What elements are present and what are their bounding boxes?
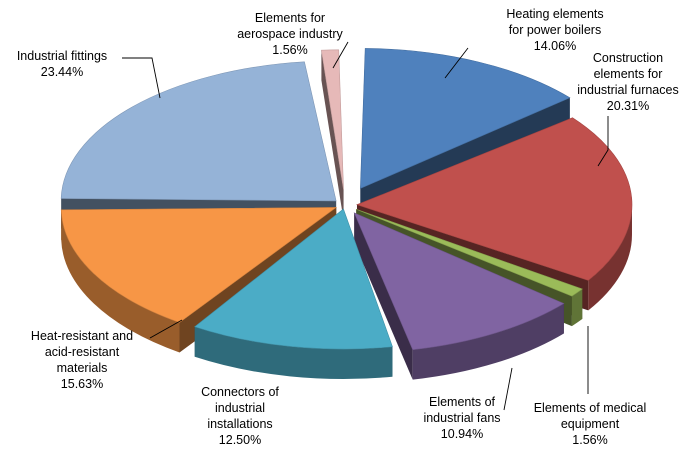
slice-top [60, 207, 338, 323]
slice-wall [354, 212, 413, 380]
slice-label: Connectors of industrial installations 12.5… [201, 385, 279, 447]
slice-label: Heat-resistant and acid-resistant material… [31, 329, 133, 391]
slice-top [353, 212, 565, 350]
slice-label-line: equipment [561, 417, 620, 431]
slice-label-line: Connectors of [201, 385, 279, 399]
slice-value-label: 1.56% [572, 433, 607, 447]
slice-top [360, 48, 571, 189]
slice-top [321, 49, 344, 190]
slice-label-line: industrial furnaces [577, 83, 678, 97]
slice-value-label: 1.56% [272, 43, 307, 57]
pie-slice [60, 61, 337, 231]
leader-line [122, 57, 161, 99]
slice-value-label: 23.44% [41, 65, 83, 79]
slice-label: Elements of industrial fans 10.94% [423, 395, 500, 441]
slice-label-line: aerospace industry [237, 27, 343, 41]
slice-value-label: 14.06% [534, 39, 576, 53]
pie-slice [194, 208, 393, 379]
slice-label-line: Industrial fittings [17, 49, 107, 63]
slice-label-line: industrial fans [423, 411, 500, 425]
slice-value-label: 12.50% [219, 433, 261, 447]
slice-value-label: 15.63% [61, 377, 103, 391]
slice-top [194, 208, 393, 350]
slice-label: Elements for aerospace industry 1.56% [237, 11, 343, 57]
slice-label-line: Heat-resistant and [31, 329, 133, 343]
slice-label: Industrial fittings 23.44% [17, 49, 107, 79]
slice-label-line: industrial [215, 401, 265, 415]
slice-top [356, 208, 583, 297]
slice-label-line: elements for [594, 67, 663, 81]
slice-label-line: Elements for [255, 11, 325, 25]
slice-label-line: Elements of [429, 395, 496, 409]
slice-value-label: 10.94% [441, 427, 483, 441]
leader-line [503, 367, 513, 411]
slice-top [356, 117, 633, 281]
leader-line [444, 47, 469, 79]
pie-slice [353, 212, 565, 380]
leader-line [597, 116, 609, 167]
slice-value-label: 20.31% [607, 99, 649, 113]
pie-slice [321, 49, 344, 220]
slice-label-line: for power boilers [509, 23, 601, 37]
leader-line [332, 41, 349, 69]
slice-label-line: Elements of medical [534, 401, 647, 415]
slice-label: Construction elements for industrial furna… [577, 51, 678, 113]
slice-wall [321, 50, 344, 220]
slice-label-line: installations [207, 417, 272, 431]
slice-label-line: materials [57, 361, 108, 375]
leader-line [149, 319, 183, 339]
slice-side [571, 289, 583, 327]
slice-label: Heating elements for power boilers 14.06% [506, 7, 603, 53]
slice-label: Elements of medical equipment 1.56% [534, 401, 647, 447]
slice-label-line: Heating elements [506, 7, 603, 21]
slice-label-line: Construction [593, 51, 663, 65]
slice-label-line: acid-resistant [45, 345, 120, 359]
slice-side [61, 209, 180, 353]
slice-top [60, 61, 337, 202]
slice-side [588, 204, 632, 311]
